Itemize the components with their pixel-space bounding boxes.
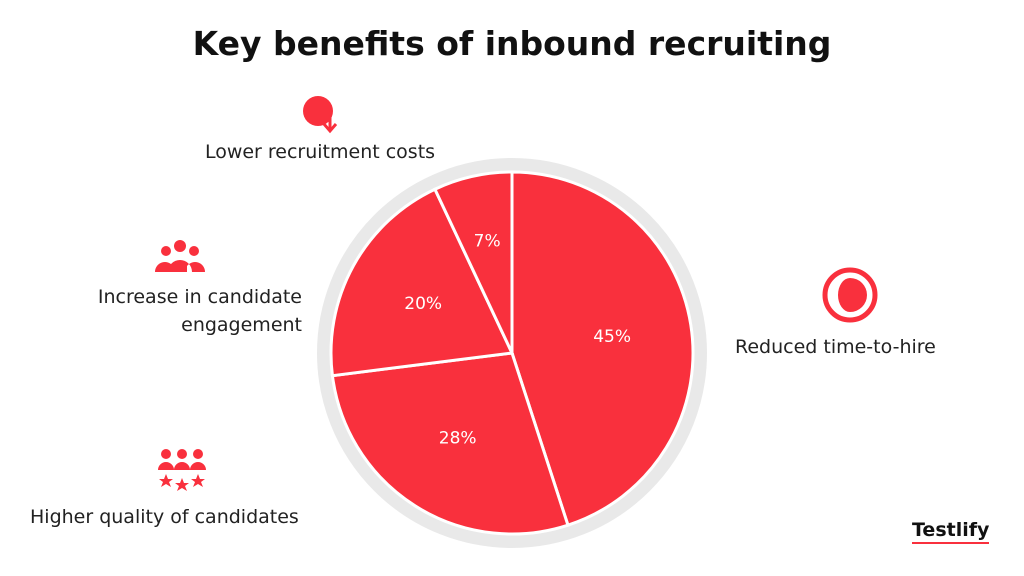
pie-slice (510, 170, 695, 528)
pie-slice (329, 187, 515, 378)
cost-arrow (322, 112, 338, 134)
chart-title: Key benefits of inbound recruiting (192, 24, 832, 63)
value-label: 45% (593, 327, 631, 347)
people-icon (189, 246, 199, 256)
quality-icon (159, 474, 205, 491)
brand-logo: Testlify (912, 518, 990, 544)
cost-icon (303, 96, 333, 126)
pie-slice (432, 170, 514, 354)
value-label: 7% (474, 232, 501, 252)
clock-icon (838, 278, 867, 312)
pie-ring (317, 158, 707, 548)
quality-icon (161, 449, 171, 459)
value-label: 28% (439, 429, 477, 449)
people-icon (174, 240, 186, 252)
category-label: Reduced time-to-hire (735, 336, 936, 358)
value-label: 20% (404, 294, 442, 314)
icons (155, 96, 878, 491)
quality-icon (158, 462, 206, 470)
people-icon (155, 260, 205, 272)
quality-icon (193, 449, 203, 459)
quality-icon (177, 449, 187, 459)
category-label: Higher quality of candidates (30, 506, 299, 528)
category-label: Increase in candidate engagement (97, 286, 302, 336)
pie-slice (330, 351, 570, 536)
clock-icon (822, 267, 878, 323)
category-label: Lower recruitment costs (204, 141, 436, 163)
people-icon (161, 246, 171, 256)
